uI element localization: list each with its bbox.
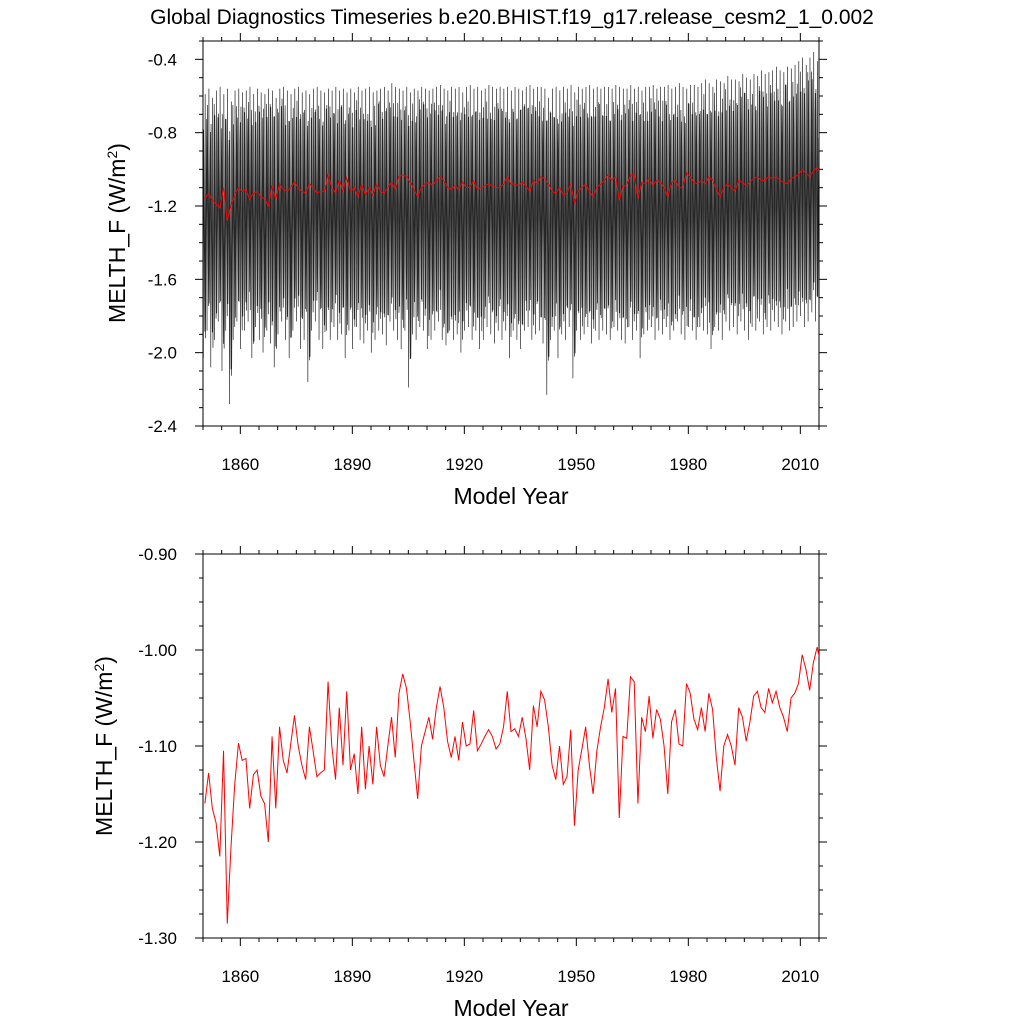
x-tick-label: 1920 xyxy=(445,967,483,986)
y-tick-label: -2.4 xyxy=(148,417,177,436)
y-tick-label: -2.0 xyxy=(148,344,177,363)
y-axis-label: MELTH_F (W/m2) xyxy=(104,143,130,323)
y-tick-label: -1.10 xyxy=(138,737,177,756)
x-tick-label: 2010 xyxy=(781,967,819,986)
x-tick-label: 2010 xyxy=(781,455,819,474)
annual-series-line xyxy=(204,166,819,221)
x-tick-label: 1860 xyxy=(221,455,259,474)
chart-title: Global Diagnostics Timeseries b.e20.BHIS… xyxy=(150,6,874,29)
monthly-series-line xyxy=(203,51,819,405)
y-tick-label: -0.8 xyxy=(148,124,177,143)
y-tick-label: -1.2 xyxy=(148,197,177,216)
x-tick-label: 1950 xyxy=(557,455,595,474)
x-tick-label: 1950 xyxy=(557,967,595,986)
y-tick-label: -1.30 xyxy=(138,929,177,948)
y-tick-label: -0.4 xyxy=(148,50,177,69)
x-tick-label: 1920 xyxy=(445,455,483,474)
top-panel: 1860 1890 1920 1950 1980 2010 -2.4 -2.0 -1.6 -1.2… xyxy=(104,33,827,509)
y-tick-label: -1.20 xyxy=(138,833,177,852)
plot-area xyxy=(204,647,819,924)
x-tick-label: 1860 xyxy=(221,967,259,986)
plot-area xyxy=(203,51,819,405)
x-axis-label: Model Year xyxy=(453,483,568,509)
x-tick-label: 1890 xyxy=(333,967,371,986)
plot-frame xyxy=(202,553,820,939)
y-axis-label: MELTH_F (W/m2) xyxy=(91,656,117,836)
x-tick-label: 1980 xyxy=(669,455,707,474)
x-tick-label: 1980 xyxy=(669,967,707,986)
y-tick-label: -1.6 xyxy=(148,270,177,289)
annual-series-line xyxy=(204,647,819,924)
bottom-panel: 1860 1890 1920 1950 1980 2010 -1.30 -1.20 -1.10 -… xyxy=(91,545,827,1021)
x-tick-label: 1890 xyxy=(333,455,371,474)
y-tick-label: -0.90 xyxy=(138,545,177,564)
y-tick-label: -1.00 xyxy=(138,641,177,660)
x-axis-label: Model Year xyxy=(453,995,568,1021)
